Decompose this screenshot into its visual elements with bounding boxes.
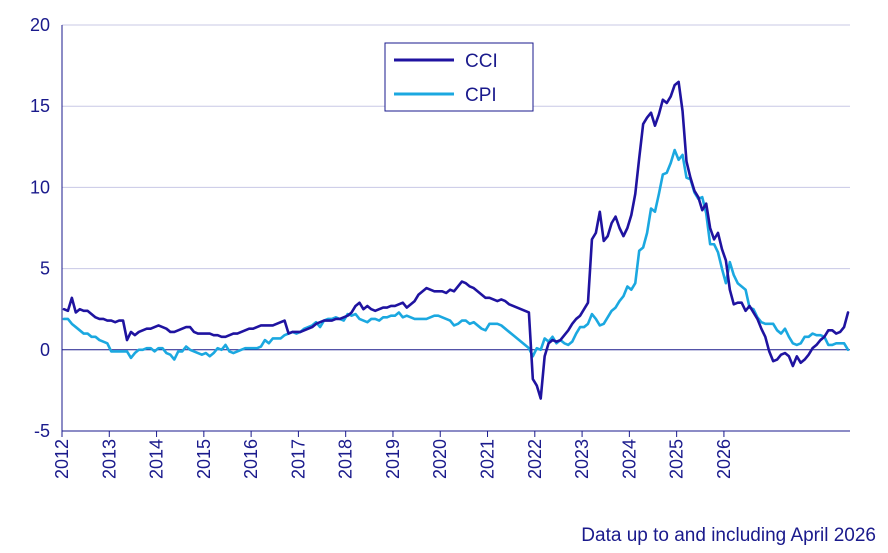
x-tick-label: 2013	[99, 439, 119, 479]
y-tick-label: 5	[40, 259, 50, 279]
x-tick-label: 2012	[52, 439, 72, 479]
x-tick-label: 2022	[525, 439, 545, 479]
x-tick-label: 2024	[619, 439, 639, 479]
x-tick-label: 2026	[714, 439, 734, 479]
y-tick-label: 0	[40, 340, 50, 360]
x-tick-label: 2014	[147, 439, 167, 479]
legend-box	[384, 42, 534, 112]
x-tick-label: 2020	[430, 439, 450, 479]
y-tick-label: 10	[30, 177, 50, 197]
series-lines	[62, 80, 850, 400]
axes: -5 0 5 10 15 20 2012 2013 2014 2015 2016 2017 2018 20…	[30, 15, 850, 479]
legend: CCI CPI	[384, 42, 534, 112]
series-line-cci	[62, 80, 850, 400]
y-tick-label: 15	[30, 96, 50, 116]
x-tick-label: 2025	[667, 439, 687, 479]
x-tick-label: 2021	[478, 439, 498, 479]
y-tick-label: 20	[30, 15, 50, 35]
x-tick-label: 2019	[383, 439, 403, 479]
x-tick-label: 2017	[288, 439, 308, 479]
x-tick-label: 2023	[572, 439, 592, 479]
x-tick-label: 2015	[194, 439, 214, 479]
x-tick-label: 2016	[241, 439, 261, 479]
y-tick-label: -5	[34, 421, 50, 441]
legend-label-cpi: CPI	[465, 85, 497, 106]
data-footnote: Data up to and including April 2026	[581, 525, 876, 546]
legend-label-cci: CCI	[465, 51, 498, 72]
series-line-cpi	[62, 148, 850, 361]
x-tick-label: 2018	[336, 439, 356, 479]
